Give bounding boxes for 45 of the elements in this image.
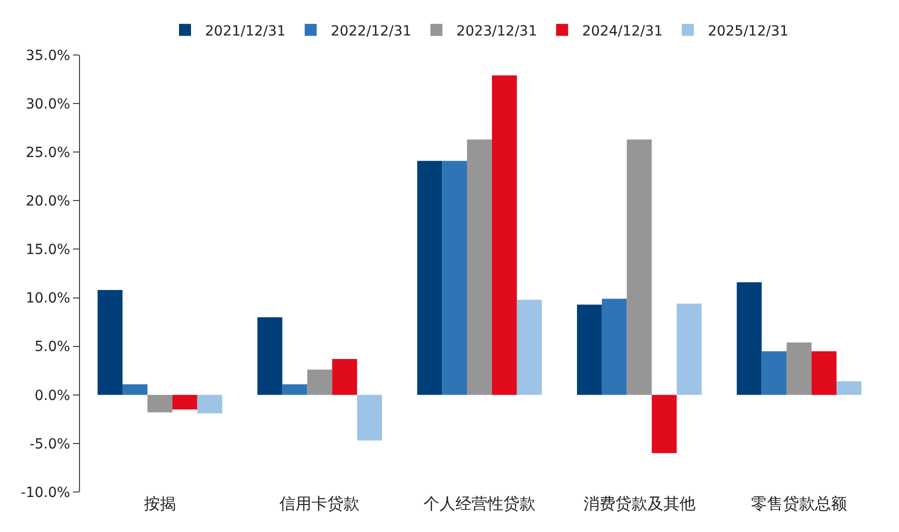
x-tick-label: 信用卡贷款 xyxy=(280,494,360,513)
bar xyxy=(576,304,602,395)
x-tick-label: 零售贷款总额 xyxy=(751,494,848,513)
y-tick-label: 30.0% xyxy=(26,96,70,112)
legend-label: 2025/12/31 xyxy=(708,23,789,40)
bar xyxy=(626,139,652,395)
bar xyxy=(357,394,382,441)
bar xyxy=(676,304,702,395)
bar xyxy=(602,298,627,395)
y-tick-label: -10.0% xyxy=(20,484,70,501)
bar xyxy=(122,384,148,395)
bar xyxy=(417,160,442,395)
bar xyxy=(652,394,677,454)
y-tick-label: 10.0% xyxy=(26,290,70,307)
bar xyxy=(516,300,542,395)
x-tick-label: 消费贷款及其他 xyxy=(583,494,696,513)
legend-label: 2021/12/31 xyxy=(205,23,286,40)
legend-label: 2024/12/31 xyxy=(582,23,663,40)
bar xyxy=(98,290,123,395)
bar xyxy=(442,160,468,395)
bar xyxy=(332,358,358,395)
legend-label: 2022/12/31 xyxy=(330,23,412,40)
bar xyxy=(762,351,787,395)
bar xyxy=(172,394,198,410)
y-tick-label: 20.0% xyxy=(26,194,70,210)
y-tick-label: 35.0% xyxy=(26,48,70,64)
bar xyxy=(786,342,812,395)
bar xyxy=(492,75,517,395)
y-tick-label: 0.0% xyxy=(34,388,70,404)
y-tick-label: -5.0% xyxy=(30,436,70,452)
bar xyxy=(282,384,308,395)
legend-label: 2023/12/31 xyxy=(456,23,538,40)
bar xyxy=(812,351,836,395)
x-tick-label: 按揭 xyxy=(144,494,176,513)
bar xyxy=(307,370,332,395)
y-tick-label: 5.0% xyxy=(34,339,70,356)
y-tick-label: 25.0% xyxy=(26,145,70,162)
bar xyxy=(736,282,762,395)
x-tick-label: 个人经营性贷款 xyxy=(424,494,536,513)
bar xyxy=(467,139,492,395)
y-tick-label: 15.0% xyxy=(26,242,70,258)
bar xyxy=(147,394,172,412)
bar xyxy=(257,317,282,395)
bar xyxy=(197,394,222,414)
bar xyxy=(836,381,862,395)
